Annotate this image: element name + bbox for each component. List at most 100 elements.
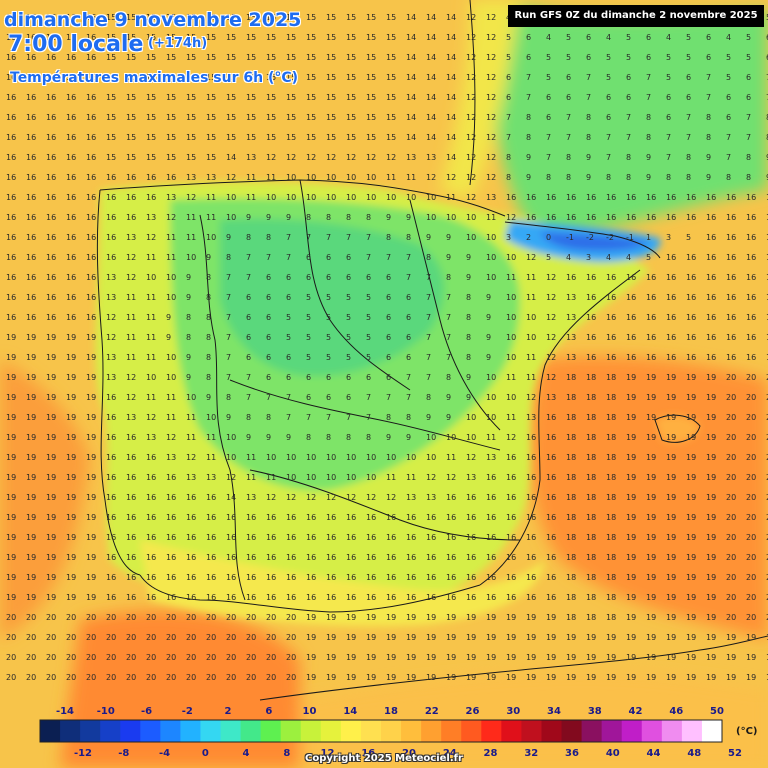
grid-value: 16 bbox=[66, 53, 76, 62]
grid-value: 9 bbox=[166, 333, 171, 342]
grid-value: 9 bbox=[286, 213, 291, 222]
legend-swatch bbox=[360, 720, 382, 742]
grid-value: 16 bbox=[686, 333, 696, 342]
grid-value: 11 bbox=[166, 413, 176, 422]
grid-value: 16 bbox=[46, 273, 56, 282]
grid-value: 8 bbox=[706, 133, 711, 142]
grid-value: 5 bbox=[626, 53, 631, 62]
grid-value: 12 bbox=[126, 373, 136, 382]
grid-value: 7 bbox=[366, 233, 371, 242]
grid-value: 19 bbox=[426, 633, 436, 642]
grid-value: 8 bbox=[206, 333, 211, 342]
grid-value: 16 bbox=[346, 513, 356, 522]
grid-value: 19 bbox=[66, 433, 76, 442]
grid-value: 15 bbox=[366, 113, 376, 122]
grid-value: 19 bbox=[626, 673, 636, 682]
grid-value: 5 bbox=[546, 53, 551, 62]
grid-value: 14 bbox=[406, 53, 416, 62]
grid-value: 5 bbox=[606, 53, 611, 62]
grid-value: 19 bbox=[86, 353, 96, 362]
grid-value: 4 bbox=[726, 33, 731, 42]
grid-value: 12 bbox=[186, 453, 196, 462]
grid-value: 19 bbox=[66, 493, 76, 502]
grid-value: 16 bbox=[226, 593, 236, 602]
grid-value: 9 bbox=[426, 413, 431, 422]
grid-value: 5 bbox=[326, 313, 331, 322]
grid-value: 19 bbox=[6, 573, 16, 582]
grid-value: 15 bbox=[146, 153, 156, 162]
grid-value: 7 bbox=[226, 313, 231, 322]
grid-value: 16 bbox=[206, 533, 216, 542]
grid-value: 16 bbox=[26, 273, 36, 282]
grid-value: 19 bbox=[6, 393, 16, 402]
grid-value: 15 bbox=[166, 53, 176, 62]
grid-value: 12 bbox=[506, 433, 516, 442]
grid-value: 13 bbox=[126, 413, 136, 422]
grid-value: 13 bbox=[166, 193, 176, 202]
grid-value: 20 bbox=[46, 613, 56, 622]
grid-value: 16 bbox=[426, 553, 436, 562]
grid-value: 19 bbox=[486, 613, 496, 622]
grid-value: 16 bbox=[486, 473, 496, 482]
grid-value: 19 bbox=[686, 513, 696, 522]
grid-value: 16 bbox=[6, 273, 16, 282]
legend-label: 40 bbox=[606, 748, 620, 759]
grid-value: 20 bbox=[266, 633, 276, 642]
grid-value: 19 bbox=[346, 633, 356, 642]
grid-value: 12 bbox=[226, 473, 236, 482]
grid-value: 16 bbox=[126, 493, 136, 502]
grid-value: 6 bbox=[526, 33, 531, 42]
grid-value: 16 bbox=[66, 193, 76, 202]
grid-value: 16 bbox=[66, 273, 76, 282]
grid-value: 19 bbox=[566, 653, 576, 662]
grid-value: 8 bbox=[306, 433, 311, 442]
grid-value: 19 bbox=[26, 373, 36, 382]
grid-value: 14 bbox=[446, 113, 456, 122]
grid-value: 18 bbox=[566, 473, 576, 482]
grid-value: 10 bbox=[306, 193, 316, 202]
grid-value: 19 bbox=[6, 413, 16, 422]
grid-value: 19 bbox=[6, 493, 16, 502]
region-border-1 bbox=[299, 179, 411, 391]
grid-value: 15 bbox=[206, 13, 216, 22]
grid-value: 8 bbox=[346, 213, 351, 222]
grid-value: 10 bbox=[146, 373, 156, 382]
grid-value: 20 bbox=[166, 653, 176, 662]
grid-value: 15 bbox=[226, 73, 236, 82]
grid-value: 10 bbox=[466, 433, 476, 442]
grid-value: 6 bbox=[386, 313, 391, 322]
grid-value: 16 bbox=[6, 173, 16, 182]
legend-swatch bbox=[541, 720, 563, 742]
legend-swatch bbox=[80, 720, 101, 742]
grid-value: 20 bbox=[166, 633, 176, 642]
grid-value: 16 bbox=[86, 73, 96, 82]
grid-value: 7 bbox=[286, 393, 291, 402]
legend-frame bbox=[39, 719, 723, 743]
grid-value: 16 bbox=[646, 353, 656, 362]
grid-value: 19 bbox=[66, 373, 76, 382]
grid-value: 18 bbox=[606, 413, 616, 422]
grid-value: 6 bbox=[266, 273, 271, 282]
grid-value: 16 bbox=[446, 493, 456, 502]
grid-value: 19 bbox=[666, 533, 676, 542]
grid-value: 5 bbox=[686, 233, 691, 242]
grid-value: 19 bbox=[66, 533, 76, 542]
grid-value: 19 bbox=[646, 613, 656, 622]
grid-value: 10 bbox=[486, 413, 496, 422]
grid-value: 4 bbox=[606, 33, 611, 42]
grid-value: 14 bbox=[406, 13, 416, 22]
grid-value: 16 bbox=[306, 513, 316, 522]
legend-label: 28 bbox=[484, 748, 498, 759]
grid-value: 16 bbox=[146, 573, 156, 582]
grid-value: 16 bbox=[646, 293, 656, 302]
grid-value: 8 bbox=[566, 173, 571, 182]
grid-value: 10 bbox=[366, 473, 376, 482]
grid-value: 11 bbox=[166, 253, 176, 262]
grid-value: 5 bbox=[346, 313, 351, 322]
legend-label: -6 bbox=[141, 706, 152, 717]
grid-value: 11 bbox=[166, 233, 176, 242]
grid-value: 5 bbox=[306, 313, 311, 322]
grid-value: 16 bbox=[386, 513, 396, 522]
grid-value: 18 bbox=[566, 553, 576, 562]
grid-value: 19 bbox=[466, 673, 476, 682]
